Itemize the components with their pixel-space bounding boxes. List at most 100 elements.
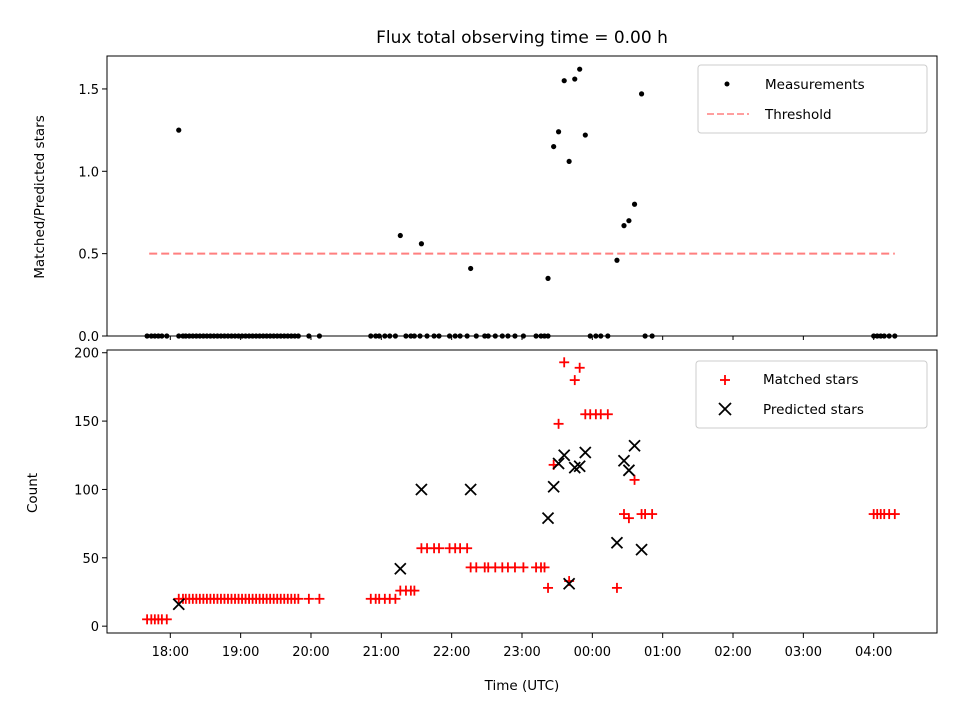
matched-star-point <box>559 357 570 368</box>
top-y-tick-label: 0.5 <box>78 248 99 263</box>
measurement-point <box>176 127 182 133</box>
bottom-y-tick-label: 150 <box>74 415 99 430</box>
predicted-star-point <box>573 460 586 473</box>
matched-star-point <box>553 418 564 429</box>
bottom-y-axis-label: Count <box>25 473 41 513</box>
measurement-point <box>577 66 583 72</box>
matched-star-point <box>471 562 482 573</box>
legend-matched-marker <box>720 375 730 385</box>
predicted-star-points <box>172 439 648 611</box>
predicted-star-point <box>552 457 565 470</box>
predicted-star-point <box>579 446 592 459</box>
bottom-legend: Matched stars Predicted stars <box>695 360 928 429</box>
measurement-point <box>397 232 403 239</box>
predicted-star-point <box>547 480 560 493</box>
count-panel: 0 50 100 150 200 18:00 19:00 20:00 21:00 22:00 23… <box>25 347 938 694</box>
measurement-point <box>566 158 572 165</box>
measurement-point <box>551 143 557 150</box>
ratio-panel: Flux total observing time = 0.00 h 0.00.… <box>32 28 938 345</box>
predicted-star-point <box>415 483 428 496</box>
matched-star-point <box>462 543 473 554</box>
matched-star-point <box>574 362 585 373</box>
predicted-star-point <box>617 454 631 467</box>
matched-star-point <box>518 562 529 573</box>
legend-predicted-marker <box>718 402 732 416</box>
bottom-y-tick-label: 50 <box>82 552 99 567</box>
bottom-y-tick-label: 100 <box>74 483 99 498</box>
bottom-x-ticks: 18:00 19:00 20:00 21:00 22:00 23:00 00:00 01:00… <box>152 633 892 660</box>
measurement-point <box>582 132 588 138</box>
measurement-point <box>418 241 425 247</box>
legend-matched-label: Matched stars <box>763 372 859 388</box>
legend-predicted-label: Predicted stars <box>763 402 864 418</box>
bottom-y-tick-label: 200 <box>74 347 99 362</box>
predicted-star-point <box>628 439 641 452</box>
legend-measurement-marker <box>724 81 730 87</box>
bottom-x-tick-label: 20:00 <box>292 645 329 660</box>
measurement-point <box>468 265 474 272</box>
predicted-star-point <box>558 449 571 462</box>
predicted-star-point <box>635 543 648 556</box>
matched-star-point <box>161 614 172 625</box>
bottom-x-tick-label: 22:00 <box>433 645 470 660</box>
predicted-star-point <box>172 598 185 611</box>
bottom-x-tick-label: 23:00 <box>503 645 540 660</box>
bottom-x-tick-label: 04:00 <box>855 645 892 660</box>
top-y-tick-label: 0.0 <box>78 330 99 345</box>
predicted-star-point <box>464 483 477 496</box>
matched-star-point <box>569 375 580 386</box>
measurement-point <box>631 201 638 207</box>
matched-star-point <box>434 543 444 554</box>
top-y-axis-label: Matched/Predicted stars <box>32 115 48 278</box>
bottom-x-tick-label: 01:00 <box>644 645 681 660</box>
predicted-star-point <box>541 512 555 525</box>
matched-star-point <box>602 409 613 420</box>
predicted-star-point <box>394 562 407 575</box>
matched-star-point <box>647 509 658 520</box>
chart-title: Flux total observing time = 0.00 h <box>376 28 668 48</box>
measurement-point <box>572 76 578 82</box>
top-x-ticks <box>169 336 875 340</box>
predicted-star-point <box>622 464 636 477</box>
bottom-y-tick-label: 0 <box>91 620 99 635</box>
top-plot-frame <box>106 55 938 337</box>
matched-star-point <box>539 562 550 573</box>
measurement-point <box>621 223 627 229</box>
matched-star-point <box>543 582 554 593</box>
matched-star-point <box>409 585 420 596</box>
matched-star-point <box>509 562 520 573</box>
matched-star-point <box>314 593 325 604</box>
matched-star-point <box>611 582 622 593</box>
bottom-x-tick-label: 03:00 <box>785 645 822 660</box>
legend-threshold-label: Threshold <box>764 107 832 123</box>
predicted-star-point <box>610 536 624 549</box>
measurement-point <box>555 129 562 135</box>
top-y-tick-label: 1.0 <box>78 165 99 180</box>
bottom-x-tick-label: 00:00 <box>574 645 611 660</box>
bottom-plot-frame <box>106 349 938 634</box>
top-y-ticks: 0.0 0.5 1.0 1.5 <box>78 83 107 345</box>
measurement-point <box>614 257 620 263</box>
matched-star-point <box>889 509 900 520</box>
top-legend: Measurements Threshold <box>697 64 928 134</box>
matched-star-point <box>390 593 401 604</box>
measurement-point <box>626 218 632 224</box>
bottom-x-tick-label: 02:00 <box>714 645 751 660</box>
matched-star-point <box>293 593 304 604</box>
x-axis-label: Time (UTC) <box>484 678 560 694</box>
bottom-y-ticks: 0 50 100 150 200 <box>74 347 107 635</box>
matched-star-points <box>142 357 900 625</box>
matched-star-point <box>303 593 314 604</box>
bottom-legend-box <box>695 360 928 429</box>
bottom-x-tick-label: 19:00 <box>222 645 259 660</box>
legend-measurements-label: Measurements <box>765 77 865 93</box>
measurement-point <box>638 91 645 97</box>
matched-star-point <box>629 474 640 485</box>
top-y-tick-label: 1.5 <box>78 83 99 98</box>
bottom-x-tick-label: 21:00 <box>363 645 400 660</box>
top-legend-box <box>697 64 928 134</box>
predicted-star-point <box>562 577 576 590</box>
measurement-point <box>545 275 551 281</box>
measurement-points <box>144 66 898 339</box>
